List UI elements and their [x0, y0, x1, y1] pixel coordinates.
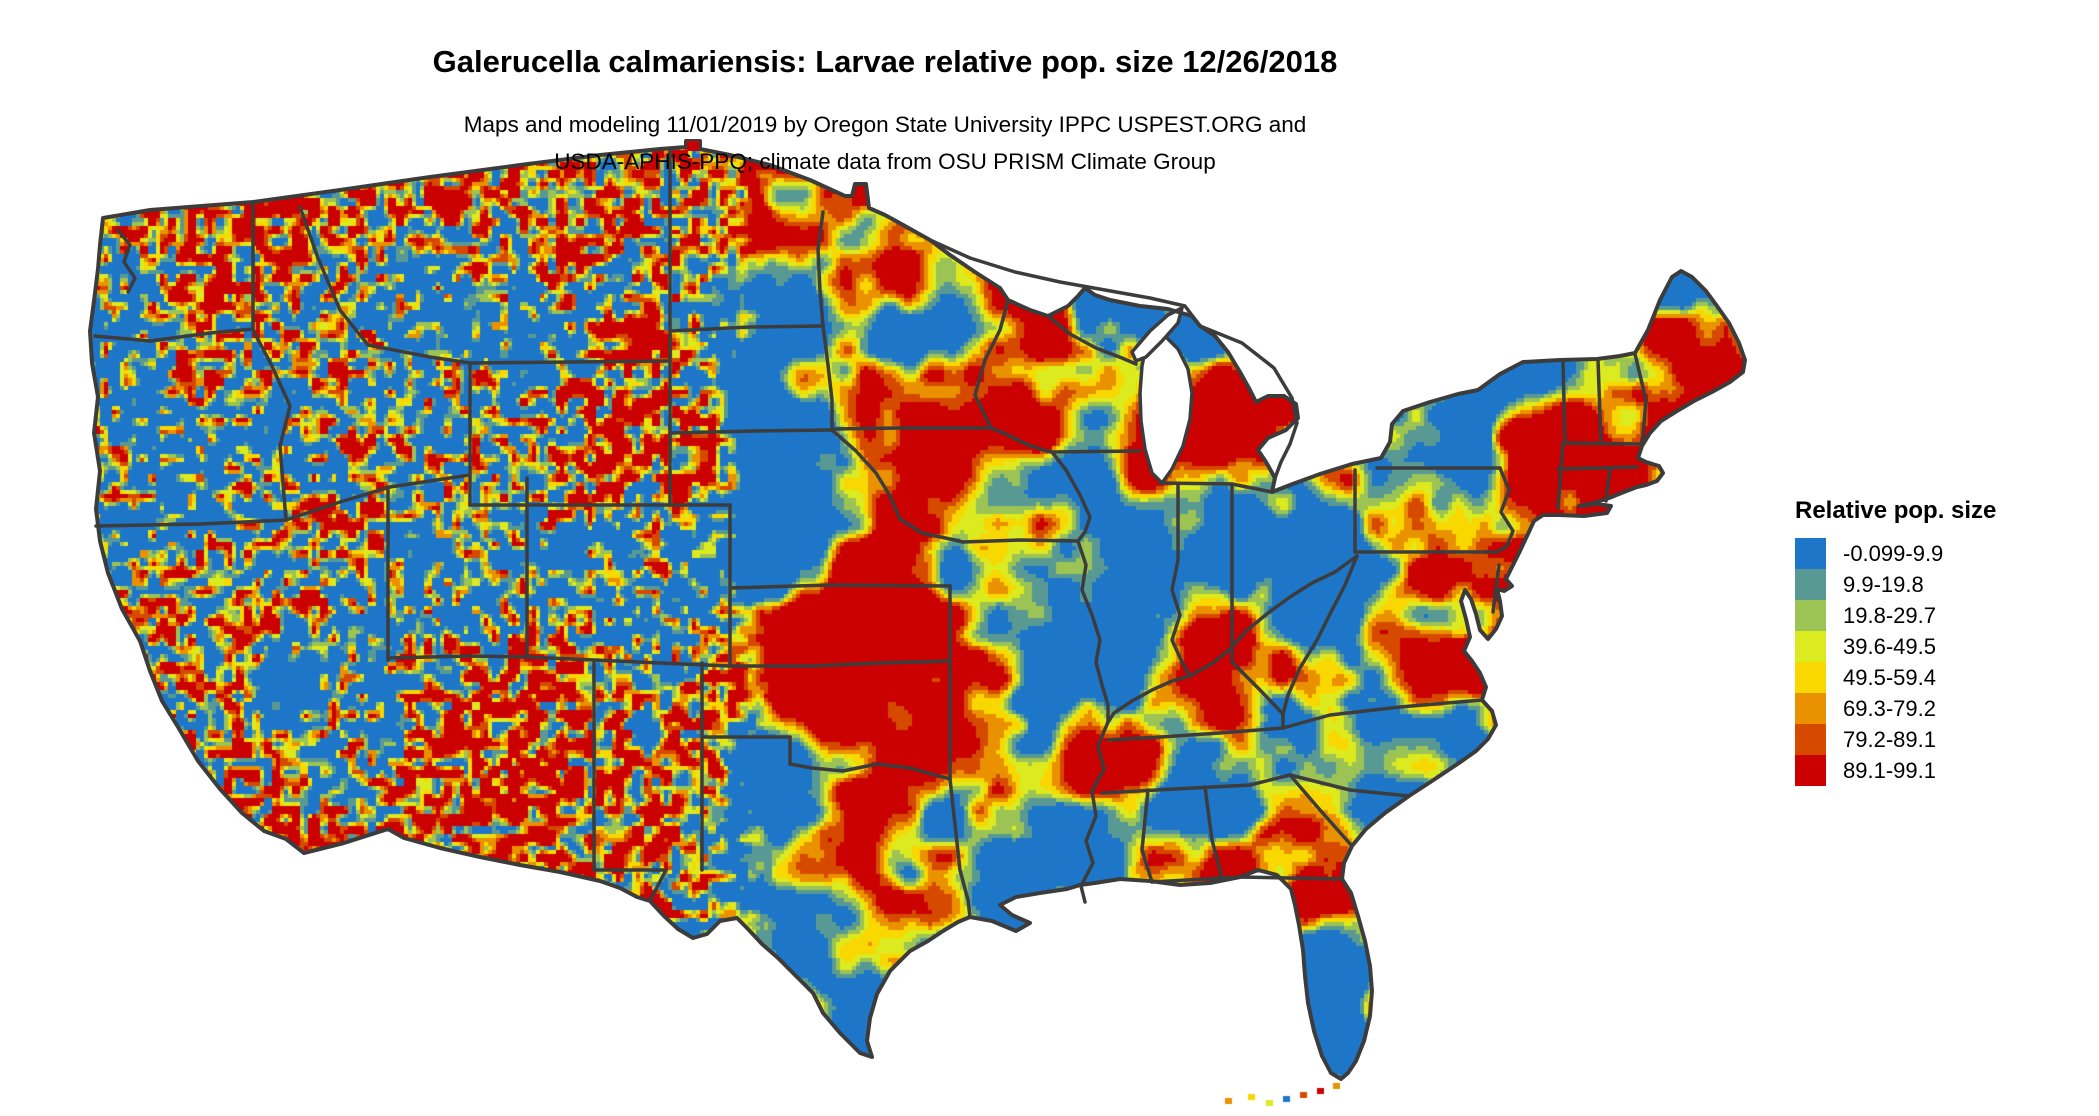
legend-label: 9.9-19.8 — [1843, 571, 1924, 597]
subtitle-line-2: USDA-APHIS-PPQ; climate data from OSU PR… — [554, 149, 1216, 174]
state-border-line — [1281, 698, 1484, 730]
page-title: Galerucella calmariensis: Larvae relativ… — [432, 44, 1338, 79]
state-border-line — [1198, 324, 1299, 494]
state-border-line — [1050, 449, 1142, 454]
lake — [1130, 306, 1184, 363]
state-border-line — [1556, 441, 1565, 510]
state-border-line — [1230, 660, 1285, 730]
state-border-line — [816, 210, 834, 432]
state-border-line — [1495, 466, 1515, 554]
legend-label: 49.5-59.4 — [1843, 664, 1936, 690]
legend-label: 89.1-99.1 — [1843, 757, 1936, 783]
great-lakes — [1130, 306, 1194, 485]
state-border-line — [1203, 785, 1224, 880]
state-border-line — [1046, 314, 1138, 366]
legend-entry: -0.099-9.9 — [1795, 538, 2095, 569]
state-border-line — [830, 426, 993, 431]
state-border-line — [251, 202, 292, 522]
state-border-line — [1556, 465, 1639, 471]
state-border-line — [1079, 720, 1110, 904]
state-border-line — [1633, 352, 1648, 448]
legend-swatch — [1795, 600, 1826, 631]
legend-swatch — [1795, 693, 1826, 724]
legend-entry: 69.3-79.2 — [1795, 693, 2095, 724]
legend-entry: 19.8-29.7 — [1795, 600, 2095, 631]
legend-label: -0.099-9.9 — [1843, 540, 1944, 566]
state-border-line — [1561, 360, 1567, 445]
state-border-line — [1596, 358, 1603, 445]
state-border-line — [468, 359, 672, 365]
legend-label: 39.6-49.5 — [1843, 633, 1936, 659]
legend-title: Relative pop. size — [1795, 497, 1997, 524]
state-border-line — [728, 583, 952, 590]
state-border-line — [668, 324, 825, 333]
state-border-line — [1100, 773, 1292, 795]
state-borders — [93, 147, 1648, 919]
state-border-line — [788, 762, 952, 781]
state-border-line — [989, 426, 1054, 454]
state-border-line — [830, 428, 965, 544]
legend-swatch — [1795, 662, 1826, 693]
state-border-line — [94, 473, 472, 528]
state-border-line — [1140, 788, 1154, 884]
legend-label: 19.8-29.7 — [1843, 602, 1936, 628]
legend-entry: 9.9-19.8 — [1795, 569, 2095, 600]
legend-entry: 79.2-89.1 — [1795, 724, 2095, 755]
state-border-line — [1563, 441, 1644, 446]
state-border-line — [1106, 726, 1285, 742]
state-border-line — [386, 654, 952, 668]
subtitle-line-1: Maps and modeling 11/01/2019 by Oregon S… — [463, 112, 1307, 137]
top-border-red-cell — [687, 141, 699, 151]
state-border-line — [961, 538, 1080, 544]
legend-rows: -0.099-9.9 9.9-19.8 19.8-29.7 39.6-49.5 49.5… — [1795, 538, 2095, 786]
map-extras — [687, 141, 699, 151]
legend-entry: 89.1-99.1 — [1795, 755, 2095, 786]
state-border-line — [648, 868, 668, 903]
state-border-line — [116, 228, 137, 294]
legend-entry: 39.6-49.5 — [1795, 631, 2095, 662]
legend-label: 79.2-89.1 — [1843, 726, 1936, 752]
state-border-line — [948, 777, 972, 919]
us-coastline — [88, 139, 1747, 1081]
state-border-line — [1288, 773, 1411, 798]
state-border-line — [668, 428, 834, 435]
legend-swatch — [1795, 538, 1826, 569]
state-border-line — [1150, 875, 1344, 884]
legend-swatch — [1795, 755, 1826, 786]
state-border-line — [298, 205, 472, 365]
page-subtitle: Maps and modeling 11/01/2019 by Oregon S… — [0, 106, 1770, 180]
lake — [1138, 329, 1194, 485]
coastline-outline — [88, 139, 1747, 1081]
state-border-line — [1050, 450, 1092, 543]
state-border-line — [1281, 554, 1359, 716]
legend-swatch — [1795, 724, 1826, 755]
legend-label: 69.3-79.2 — [1843, 695, 1936, 721]
state-border-line — [1170, 482, 1192, 678]
state-border-line — [1604, 466, 1612, 503]
legend-swatch — [1795, 631, 1826, 662]
state-border-line — [973, 298, 1010, 430]
state-border-line — [928, 238, 1202, 328]
legend-swatch — [1795, 569, 1826, 600]
legend: Relative pop. size -0.099-9.9 9.9-19.8 19.… — [1795, 497, 2095, 786]
state-border-line — [1288, 773, 1354, 848]
legend-entry: 49.5-59.4 — [1795, 662, 2095, 693]
state-border-line — [1076, 539, 1110, 724]
state-border-line — [93, 327, 255, 343]
state-border-line — [1106, 554, 1359, 724]
